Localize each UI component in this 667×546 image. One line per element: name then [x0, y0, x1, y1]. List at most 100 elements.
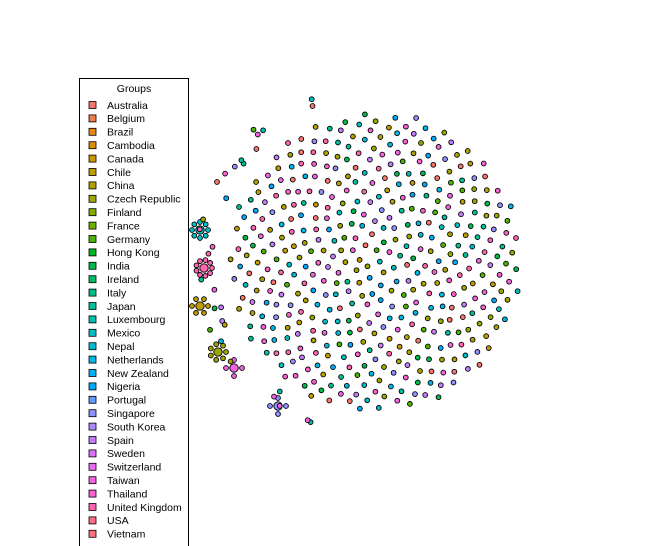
- network-node: [323, 150, 329, 156]
- network-node: [362, 242, 369, 249]
- legend-item: Hong Kong: [88, 247, 160, 259]
- legend-label: USA: [107, 515, 129, 527]
- network-node: [189, 303, 195, 309]
- network-node: [425, 152, 432, 159]
- network-node: [457, 163, 464, 170]
- network-node: [326, 397, 333, 404]
- network-node: [404, 221, 411, 228]
- network-node: [296, 254, 303, 261]
- network-node: [467, 223, 474, 229]
- network-node: [373, 247, 380, 254]
- network-node: [301, 280, 308, 287]
- legend-item: Spain: [88, 435, 134, 447]
- network-node: [504, 296, 511, 303]
- network-node: [380, 324, 387, 330]
- network-node: [247, 196, 254, 203]
- network-node: [298, 136, 305, 142]
- network-node: [309, 103, 316, 109]
- network-node: [324, 178, 331, 184]
- network-node: [397, 252, 403, 259]
- network-node: [304, 417, 311, 424]
- network-node: [359, 293, 366, 299]
- network-node: [487, 314, 494, 320]
- legend-item: Canada: [88, 153, 144, 165]
- network-node: [343, 187, 350, 194]
- network-node: [428, 234, 435, 241]
- network-node: [295, 188, 301, 195]
- network-node: [353, 391, 360, 398]
- network-node: [440, 369, 447, 376]
- network-node: [349, 300, 355, 307]
- network-node: [202, 257, 209, 263]
- legend-item: Cambodia: [88, 140, 155, 152]
- network-node: [399, 158, 406, 165]
- network-node: [410, 150, 417, 157]
- legend-swatch: [88, 154, 97, 163]
- legend-item: Chile: [88, 167, 131, 179]
- network-node: [480, 223, 487, 230]
- network-node: [311, 378, 317, 385]
- legend-item: Luxembourg: [88, 314, 166, 326]
- legend-swatch: [88, 462, 97, 471]
- network-node: [371, 330, 378, 337]
- network-node: [285, 349, 292, 356]
- network-node: [280, 204, 287, 210]
- network-node: [286, 261, 293, 268]
- network-node: [428, 368, 435, 375]
- legend-item: Switzerland: [88, 462, 161, 474]
- network-node: [360, 339, 367, 345]
- network-node: [259, 313, 266, 320]
- network-node: [446, 168, 453, 175]
- network-node: [297, 345, 304, 352]
- network-node: [458, 211, 464, 218]
- network-node: [264, 266, 271, 273]
- network-node: [405, 278, 412, 284]
- network-node: [320, 277, 327, 284]
- network-node: [379, 151, 386, 158]
- network-node: [309, 314, 316, 321]
- legend-swatch: [88, 221, 97, 230]
- network-node: [389, 303, 395, 310]
- network-node: [253, 179, 259, 185]
- network-node: [250, 224, 257, 231]
- network-node: [231, 373, 237, 379]
- legend-swatch: [88, 395, 97, 404]
- network-node: [361, 136, 368, 143]
- network-nodes: [189, 96, 521, 425]
- network-node: [302, 297, 309, 304]
- network-node: [376, 258, 383, 265]
- legend-label: Vietnam: [107, 529, 146, 541]
- network-node: [435, 258, 442, 265]
- network-node: [454, 152, 460, 158]
- network-node: [431, 269, 438, 275]
- network-node: [376, 193, 382, 200]
- network-node: [336, 209, 343, 216]
- network-node: [345, 288, 352, 295]
- network-node: [507, 203, 514, 210]
- network-node: [193, 296, 199, 302]
- network-node: [246, 270, 253, 277]
- network-node: [326, 306, 333, 313]
- network-node: [469, 280, 476, 287]
- legend-label: Ireland: [107, 274, 139, 286]
- network-node: [253, 146, 260, 152]
- network-node: [469, 310, 476, 317]
- network-node: [260, 127, 266, 134]
- network-node: [198, 276, 205, 283]
- network-node: [191, 221, 198, 228]
- network-node: [302, 263, 309, 270]
- network-node: [450, 379, 457, 386]
- network-node: [324, 204, 331, 211]
- network-node: [414, 270, 421, 276]
- network-node: [276, 388, 283, 395]
- legend-swatch: [88, 168, 97, 176]
- legend-item: Netherlands: [88, 354, 164, 366]
- legend-label: India: [107, 261, 130, 273]
- network-node: [298, 309, 304, 315]
- network-node: [308, 96, 315, 103]
- network-node: [390, 264, 397, 271]
- network-node: [425, 219, 432, 226]
- network-node: [484, 200, 491, 207]
- network-node: [254, 131, 261, 138]
